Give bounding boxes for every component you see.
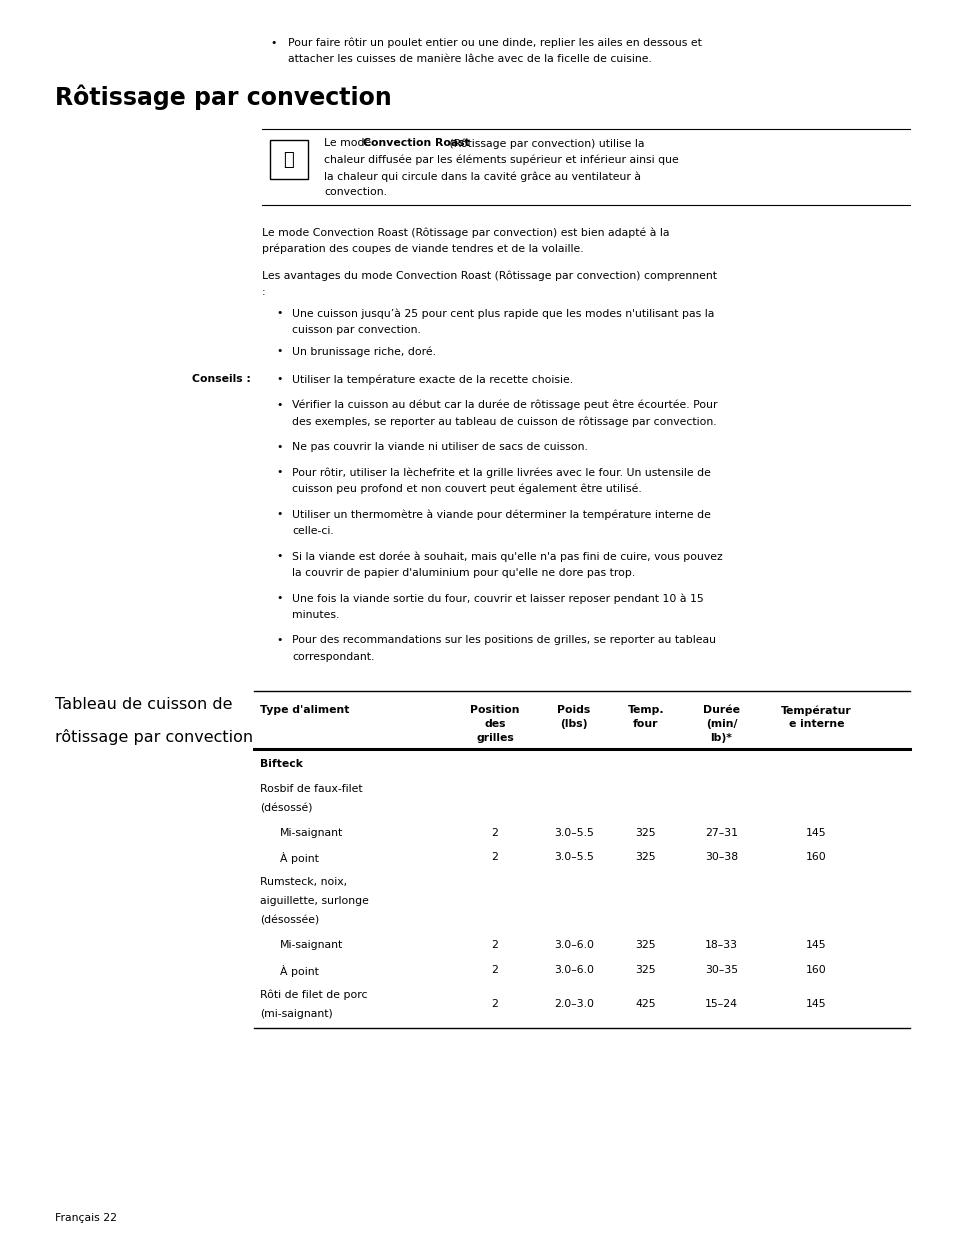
Text: Poids: Poids xyxy=(557,705,590,715)
Text: Pour rôtir, utiliser la lèchefrite et la grille livrées avec le four. Un ustensi: Pour rôtir, utiliser la lèchefrite et la… xyxy=(292,467,710,478)
Text: 2: 2 xyxy=(491,965,498,974)
Text: celle-ci.: celle-ci. xyxy=(292,526,334,536)
Text: (désossée): (désossée) xyxy=(260,916,319,926)
Text: lb)*: lb)* xyxy=(710,734,732,743)
Text: •: • xyxy=(275,551,282,562)
Text: (désossé): (désossé) xyxy=(260,804,313,814)
Text: Le mode Convection Roast (Rôtissage par convection) est bien adapté à la: Le mode Convection Roast (Rôtissage par … xyxy=(262,227,669,238)
Text: Rumsteck, noix,: Rumsteck, noix, xyxy=(260,877,347,887)
Text: •: • xyxy=(275,467,282,478)
Text: 2.0–3.0: 2.0–3.0 xyxy=(554,999,593,1009)
Text: ⌖: ⌖ xyxy=(283,151,294,168)
Text: À point: À point xyxy=(280,965,318,977)
Text: •: • xyxy=(275,509,282,520)
Text: (mi-saignant): (mi-saignant) xyxy=(260,1009,333,1019)
Text: 18–33: 18–33 xyxy=(704,940,737,951)
Text: Bifteck: Bifteck xyxy=(260,760,302,769)
Text: 2: 2 xyxy=(491,827,498,837)
Text: grilles: grilles xyxy=(476,734,514,743)
Text: Températur: Températur xyxy=(781,705,851,716)
Text: •: • xyxy=(275,635,282,646)
Text: Utiliser un thermomètre à viande pour déterminer la température interne de: Utiliser un thermomètre à viande pour dé… xyxy=(292,509,710,520)
Text: 3.0–6.0: 3.0–6.0 xyxy=(554,965,593,974)
Text: •: • xyxy=(275,309,282,319)
Text: 145: 145 xyxy=(805,827,826,837)
Text: convection.: convection. xyxy=(324,188,387,198)
Text: Utiliser la température exacte de la recette choisie.: Utiliser la température exacte de la rec… xyxy=(292,374,573,385)
Text: 425: 425 xyxy=(635,999,656,1009)
Text: 15–24: 15–24 xyxy=(704,999,737,1009)
Text: Ne pas couvrir la viande ni utiliser de sacs de cuisson.: Ne pas couvrir la viande ni utiliser de … xyxy=(292,442,587,452)
Text: 325: 325 xyxy=(635,940,656,951)
Text: 2: 2 xyxy=(491,852,498,862)
Text: Type d'aliment: Type d'aliment xyxy=(260,705,349,715)
Text: Un brunissage riche, doré.: Un brunissage riche, doré. xyxy=(292,346,436,357)
Text: À point: À point xyxy=(280,852,318,864)
Text: •: • xyxy=(275,400,282,410)
Text: Temp.: Temp. xyxy=(627,705,663,715)
Text: Mi-saignant: Mi-saignant xyxy=(280,940,343,951)
Text: Rôti de filet de porc: Rôti de filet de porc xyxy=(260,989,367,1000)
Text: :: : xyxy=(262,287,265,296)
Text: 325: 325 xyxy=(635,965,656,974)
Text: 27–31: 27–31 xyxy=(704,827,737,837)
Text: (Rôtissage par convection) utilise la: (Rôtissage par convection) utilise la xyxy=(446,138,644,149)
Text: e interne: e interne xyxy=(788,720,843,730)
Text: Pour des recommandations sur les positions de grilles, se reporter au tableau: Pour des recommandations sur les positio… xyxy=(292,635,716,646)
Text: 2: 2 xyxy=(491,999,498,1009)
Text: préparation des coupes de viande tendres et de la volaille.: préparation des coupes de viande tendres… xyxy=(262,243,583,254)
Text: correspondant.: correspondant. xyxy=(292,652,374,662)
Text: 160: 160 xyxy=(805,965,826,974)
Text: Tableau de cuisson de: Tableau de cuisson de xyxy=(55,698,233,713)
Text: Français 22: Français 22 xyxy=(55,1213,117,1223)
Text: Mi-saignant: Mi-saignant xyxy=(280,827,343,837)
Text: cuisson peu profond et non couvert peut également être utilisé.: cuisson peu profond et non couvert peut … xyxy=(292,484,641,494)
Text: Les avantages du mode Convection Roast (Rôtissage par convection) comprennent: Les avantages du mode Convection Roast (… xyxy=(262,270,717,280)
Text: •: • xyxy=(275,442,282,452)
Text: des exemples, se reporter au tableau de cuisson de rôtissage par convection.: des exemples, se reporter au tableau de … xyxy=(292,416,716,427)
Text: attacher les cuisses de manière lâche avec de la ficelle de cuisine.: attacher les cuisses de manière lâche av… xyxy=(288,54,651,64)
Text: Durée: Durée xyxy=(702,705,740,715)
Text: 325: 325 xyxy=(635,827,656,837)
Text: Pour faire rôtir un poulet entier ou une dinde, replier les ailes en dessous et: Pour faire rôtir un poulet entier ou une… xyxy=(288,38,701,48)
Text: rôtissage par convection: rôtissage par convection xyxy=(55,730,253,746)
Text: des: des xyxy=(484,720,505,730)
Text: 2: 2 xyxy=(491,940,498,951)
Text: •: • xyxy=(275,593,282,604)
Text: cuisson par convection.: cuisson par convection. xyxy=(292,325,420,335)
Text: •: • xyxy=(270,38,276,48)
Text: 145: 145 xyxy=(805,999,826,1009)
Text: 325: 325 xyxy=(635,852,656,862)
Text: Convection Roast: Convection Roast xyxy=(362,138,469,148)
Text: Le mode: Le mode xyxy=(324,138,375,148)
Text: Position: Position xyxy=(470,705,519,715)
Text: •: • xyxy=(275,346,282,357)
Text: (min/: (min/ xyxy=(705,720,737,730)
Text: Conseils :: Conseils : xyxy=(192,374,251,384)
Text: la couvrir de papier d'aluminium pour qu'elle ne dore pas trop.: la couvrir de papier d'aluminium pour qu… xyxy=(292,568,635,578)
Text: chaleur diffusée par les éléments supérieur et inférieur ainsi que: chaleur diffusée par les éléments supéri… xyxy=(324,154,678,165)
Text: 3.0–5.5: 3.0–5.5 xyxy=(554,852,593,862)
Text: 145: 145 xyxy=(805,940,826,951)
Bar xyxy=(270,141,308,179)
Text: 30–35: 30–35 xyxy=(704,965,738,974)
Text: Une fois la viande sortie du four, couvrir et laisser reposer pendant 10 à 15: Une fois la viande sortie du four, couvr… xyxy=(292,593,703,604)
Text: 30–38: 30–38 xyxy=(704,852,738,862)
Text: minutes.: minutes. xyxy=(292,610,339,620)
Text: 3.0–5.5: 3.0–5.5 xyxy=(554,827,593,837)
Text: 3.0–6.0: 3.0–6.0 xyxy=(554,940,593,951)
Text: •: • xyxy=(275,374,282,384)
Text: Si la viande est dorée à souhait, mais qu'elle n'a pas fini de cuire, vous pouve: Si la viande est dorée à souhait, mais q… xyxy=(292,551,722,562)
Text: Rosbif de faux-filet: Rosbif de faux-filet xyxy=(260,784,362,794)
Text: la chaleur qui circule dans la cavité grâce au ventilateur à: la chaleur qui circule dans la cavité gr… xyxy=(324,172,640,182)
Text: 160: 160 xyxy=(805,852,826,862)
Text: Rôtissage par convection: Rôtissage par convection xyxy=(55,84,392,110)
Text: four: four xyxy=(633,720,658,730)
Text: (lbs): (lbs) xyxy=(559,720,587,730)
Text: aiguillette, surlonge: aiguillette, surlonge xyxy=(260,897,369,906)
Text: Vérifier la cuisson au début car la durée de rôtissage peut être écourtée. Pour: Vérifier la cuisson au début car la duré… xyxy=(292,400,717,410)
Text: Une cuisson jusqu’à 25 pour cent plus rapide que les modes n'utilisant pas la: Une cuisson jusqu’à 25 pour cent plus ra… xyxy=(292,309,714,319)
